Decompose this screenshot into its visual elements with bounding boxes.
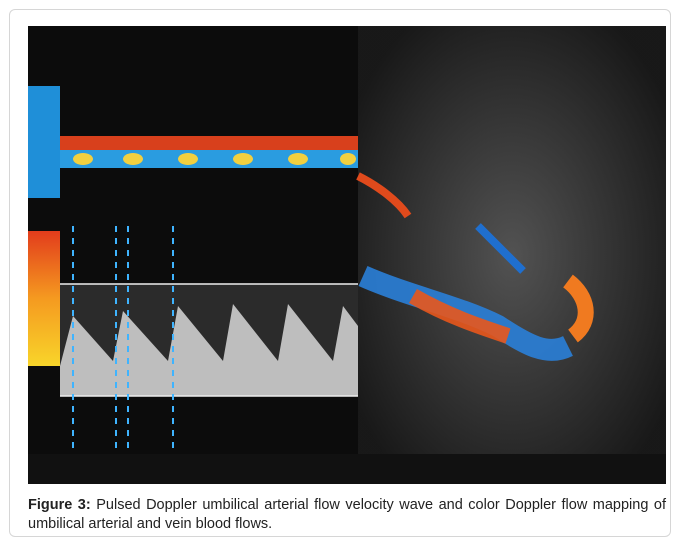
figure-caption: Figure 3: Pulsed Doppler umbilical arter… (28, 496, 666, 534)
ultrasound-image (28, 26, 666, 484)
caption-text: Pulsed Doppler umbilical arterial flow v… (28, 497, 667, 532)
figure-label: Figure 3: (28, 497, 91, 513)
figure-frame (9, 9, 671, 537)
